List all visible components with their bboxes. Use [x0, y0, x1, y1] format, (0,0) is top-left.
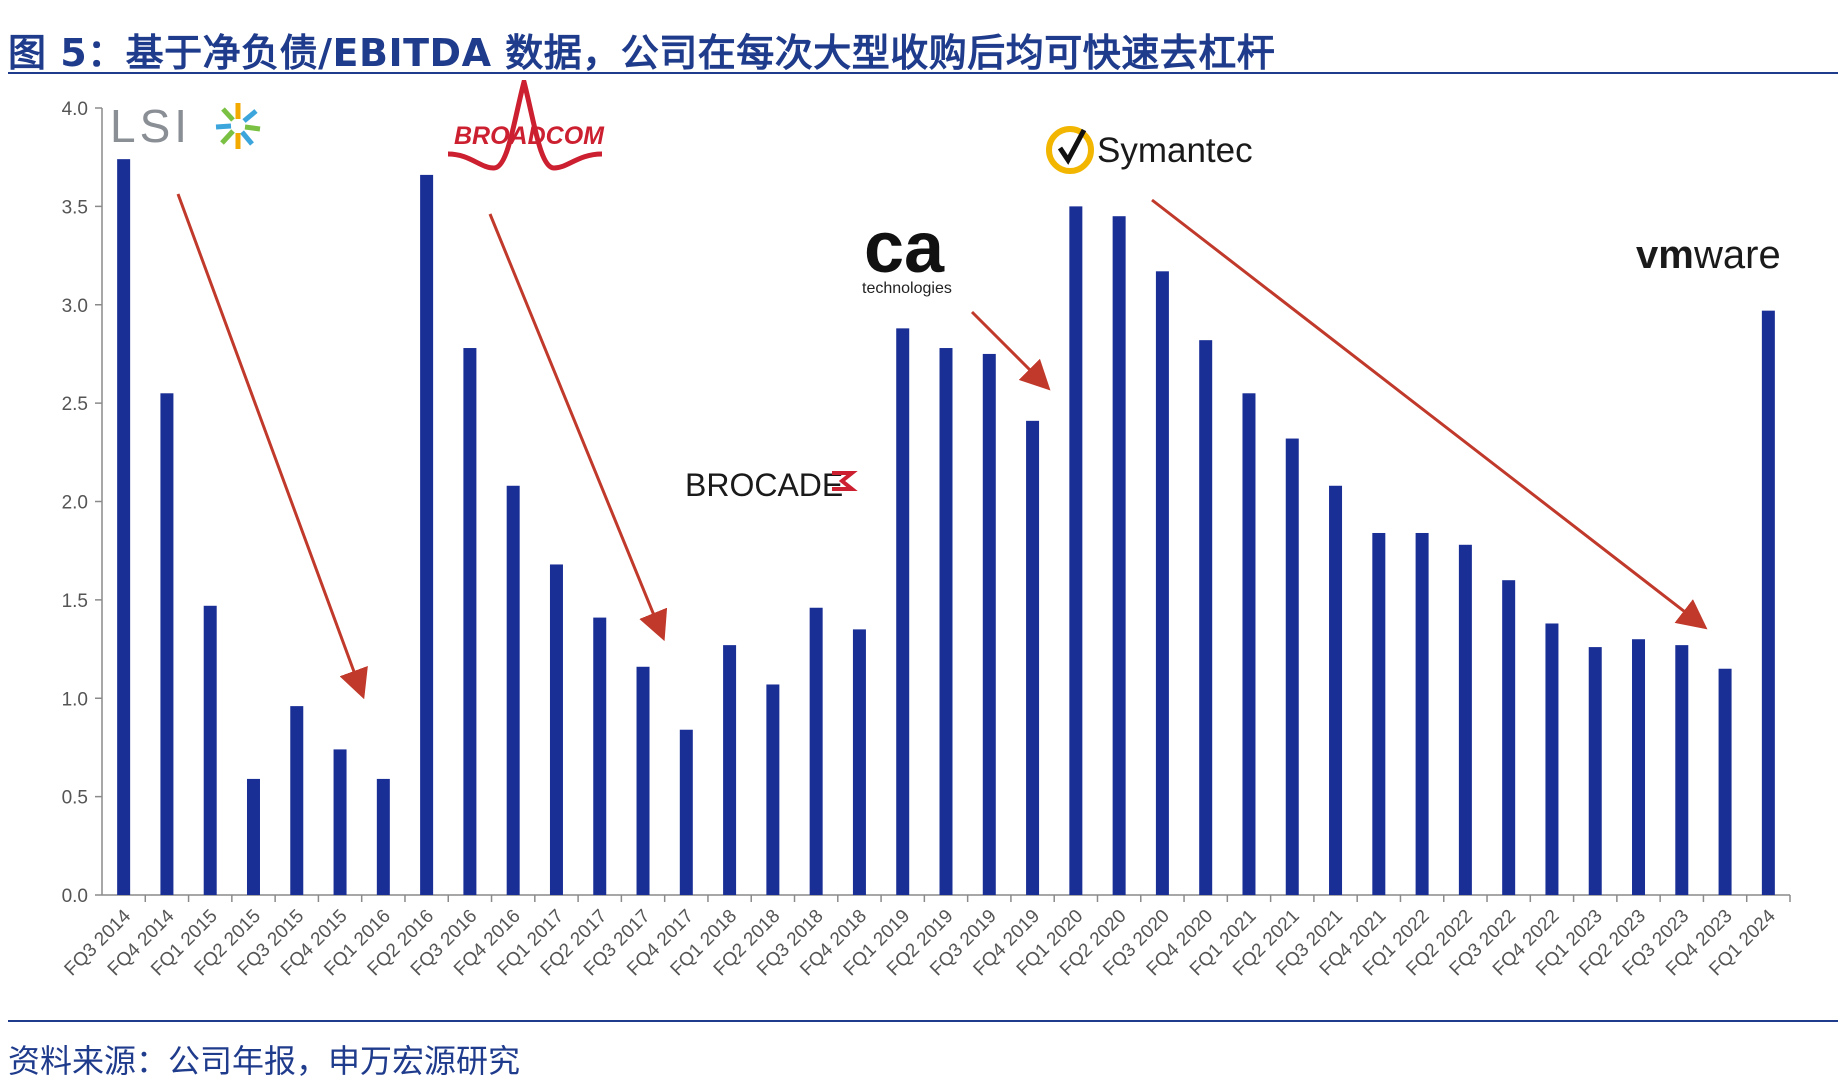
bar [982, 353, 996, 895]
bar [1718, 668, 1732, 895]
symantec-check-icon [1046, 126, 1094, 174]
vmware-logo-ware: ware [1693, 233, 1781, 277]
arrow-ca [970, 310, 1051, 391]
bar [1112, 216, 1126, 895]
bar [1761, 310, 1775, 896]
bar [766, 684, 780, 895]
bar [852, 629, 866, 895]
bar [376, 778, 390, 895]
bar [896, 328, 910, 895]
ca-logo-subtitle: technologies [862, 280, 952, 297]
brocade-wing-icon [832, 471, 858, 491]
vmware-logo: vm ware [1636, 233, 1781, 277]
arrow-symantec [1151, 198, 1708, 630]
bar [1458, 544, 1472, 895]
bar [939, 348, 953, 895]
bar [246, 778, 260, 895]
title-underline [8, 72, 1838, 74]
symantec-logo: Symantec [1046, 126, 1253, 174]
ca-logo: ca technologies [862, 208, 952, 297]
bar [1632, 639, 1646, 895]
y-tick-label: 2.0 [62, 493, 88, 514]
bar [1415, 532, 1429, 895]
brocade-logo: BROCADE [685, 467, 858, 503]
bar [679, 729, 693, 895]
bar [463, 348, 477, 895]
bar [1242, 393, 1256, 895]
bar [1199, 340, 1213, 895]
y-tick-label: 1.0 [62, 689, 88, 710]
bar [809, 607, 823, 895]
bar [1502, 580, 1516, 895]
bar [1329, 485, 1343, 895]
bar [203, 605, 217, 895]
bar [1545, 623, 1559, 895]
y-tick-label: 1.5 [62, 591, 88, 612]
source-note: 资料来源：公司年报，申万宏源研究 [8, 1042, 521, 1080]
y-tick-label: 2.5 [62, 394, 88, 415]
bar-chart: 0.0 0.5 1.0 1.5 2.0 2.5 3.0 3.5 4.0 FQ3 2014FQ4 … [61, 80, 1791, 980]
bar [1372, 532, 1386, 895]
bar [1675, 645, 1689, 895]
brocade-logo-text: BROCADE [685, 467, 843, 503]
bar [1155, 271, 1169, 895]
arrow-broadcom [488, 213, 668, 642]
bar [1588, 647, 1602, 895]
footer-rule [8, 1020, 1838, 1022]
bar [290, 706, 304, 895]
bar [549, 564, 563, 895]
deleverage-arrows [176, 193, 1708, 700]
bar [506, 485, 520, 895]
bar [593, 617, 607, 895]
vmware-logo-vm: vm [1636, 233, 1694, 277]
bar [1069, 206, 1083, 895]
y-tick-label: 0.5 [62, 788, 88, 809]
bar [723, 645, 737, 895]
broadcom-logo: BROADCOM [447, 80, 605, 171]
bar [1285, 438, 1299, 895]
bar [1026, 420, 1040, 895]
arrow-lsi [176, 193, 368, 700]
bar [160, 393, 174, 895]
y-tick-label: 3.0 [62, 296, 88, 317]
ca-logo-mark: ca [864, 208, 945, 288]
lsi-logo-text: LSI [110, 100, 191, 152]
bar [636, 666, 650, 895]
y-tick-label: 3.5 [62, 197, 88, 218]
broadcom-pulse-icon [447, 80, 603, 171]
lsi-logo: LSI [110, 100, 261, 152]
chart-bars [117, 159, 1775, 896]
bar [420, 174, 434, 895]
figure-title: 图 5：基于净负债/EBITDA 数据，公司在每次大型收购后均可快速去杠杆 [8, 31, 1276, 75]
bar [333, 749, 347, 895]
symantec-logo-text: Symantec [1097, 131, 1253, 170]
broadcom-logo-text: BROADCOM [454, 122, 605, 150]
lsi-burst-icon [215, 103, 261, 149]
y-tick-label: 4.0 [62, 99, 88, 120]
y-tick-label: 0.0 [62, 886, 88, 907]
bar [117, 159, 131, 895]
